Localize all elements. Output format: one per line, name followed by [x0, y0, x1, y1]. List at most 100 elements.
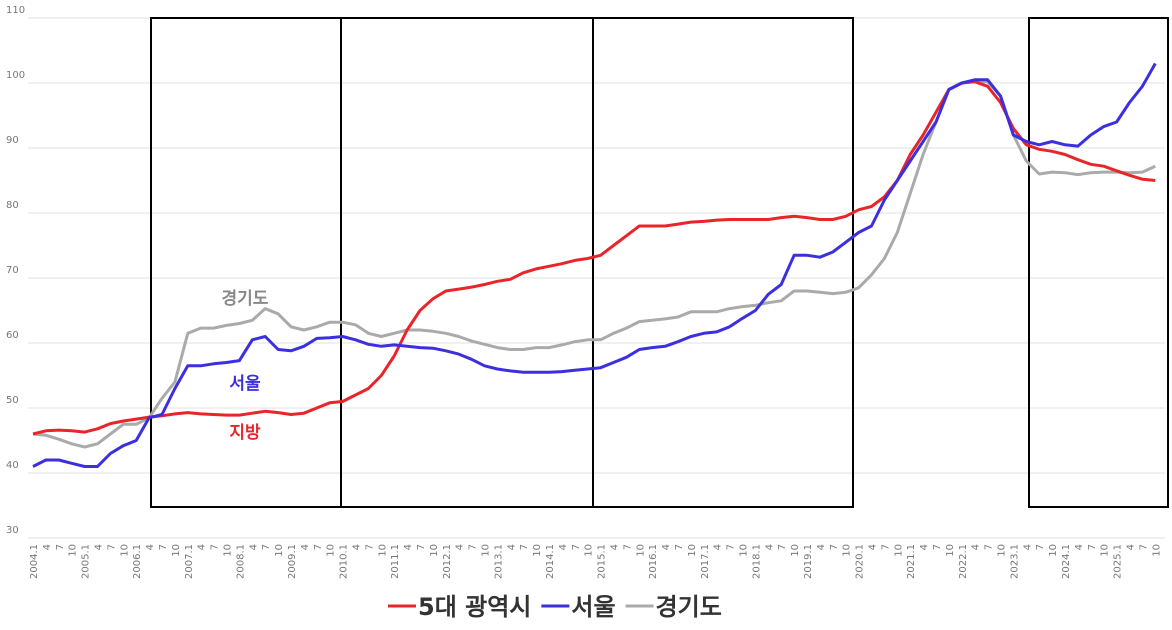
x-tick-label: 7 — [55, 544, 66, 550]
x-tick-label: 2025.1 — [1113, 544, 1124, 579]
x-tick-label: 10 — [119, 544, 130, 557]
x-tick-label: 10 — [274, 544, 285, 557]
highlight-boxes — [150, 17, 1169, 508]
x-tick-label: 10 — [532, 544, 543, 557]
x-tick-label: 2011.1 — [390, 544, 401, 579]
x-tick-label: 10 — [171, 544, 182, 557]
x-tick-label: 4 — [352, 544, 363, 550]
x-tick-label: 10 — [481, 544, 492, 557]
x-tick-label: 4 — [1022, 544, 1033, 550]
annotation: 서울 — [229, 374, 261, 394]
legend-label: 서울 — [571, 593, 615, 621]
x-tick-label: 7 — [106, 544, 117, 550]
x-tick-label: 4 — [971, 544, 982, 550]
x-tick-label: 4 — [94, 544, 105, 550]
x-tick-label: 10 — [945, 544, 956, 557]
x-tick-label: 2024.1 — [1061, 544, 1072, 579]
x-tick-label: 2012.1 — [442, 544, 453, 579]
x-tick-label: 4 — [713, 544, 724, 550]
x-tick-label: 4 — [455, 544, 466, 550]
legend-label: 경기도 — [656, 593, 722, 621]
x-tick-label: 7 — [1087, 544, 1098, 550]
x-tick-label: 7 — [210, 544, 221, 550]
x-tick-label: 4 — [197, 544, 208, 550]
x-tick-label: 2008.1 — [235, 544, 246, 579]
x-tick-label: 4 — [764, 544, 775, 550]
x-tick-label: 7 — [364, 544, 375, 550]
x-tick-label: 7 — [1138, 544, 1149, 550]
x-tick-label: 2016.1 — [648, 544, 659, 579]
x-tick-label: 4 — [661, 544, 672, 550]
line-series — [32, 79, 1156, 449]
x-tick-label: 10 — [790, 544, 801, 557]
x-tick-label: 2019.1 — [803, 544, 814, 579]
y-tick-label: 110 — [6, 5, 25, 16]
x-tick-label: 10 — [1100, 544, 1111, 557]
x-tick-label: 10 — [68, 544, 79, 557]
x-tick-label: 2022.1 — [958, 544, 969, 579]
x-tick-label: 10 — [377, 544, 388, 557]
x-tick-label: 4 — [145, 544, 156, 550]
y-tick-label: 40 — [6, 460, 19, 471]
highlight-box — [1028, 17, 1169, 508]
y-tick-label: 60 — [6, 330, 19, 341]
x-tick-label: 2010.1 — [339, 544, 350, 579]
x-tick-label: 2014.1 — [545, 544, 556, 579]
y-tick-label: 30 — [6, 525, 19, 536]
x-tick-label: 2023.1 — [1009, 544, 1020, 579]
x-tick-label: 4 — [610, 544, 621, 550]
x-tick-label: 7 — [158, 544, 169, 550]
x-tick-label: 4 — [506, 544, 517, 550]
highlight-box — [592, 17, 854, 508]
x-tick-label: 7 — [1035, 544, 1046, 550]
x-tick-label: 7 — [622, 544, 633, 550]
y-tick-label: 90 — [6, 135, 19, 146]
x-tick-label: 10 — [1048, 544, 1059, 557]
x-tick-label: 7 — [829, 544, 840, 550]
annotation: 지방 — [229, 423, 261, 443]
x-tick-label: 10 — [223, 544, 234, 557]
legend: 5대 광역시 서울 경기도 — [388, 593, 722, 621]
legend-label: 5대 광역시 — [418, 593, 531, 621]
y-tick-label: 80 — [6, 200, 19, 211]
x-tick-label: 2015.1 — [597, 544, 608, 579]
x-tick-label: 2018.1 — [751, 544, 762, 579]
line-series — [32, 62, 1157, 468]
x-tick-label: 4 — [248, 544, 259, 550]
x-tick-label: 4 — [1126, 544, 1137, 550]
x-tick-label: 10 — [584, 544, 595, 557]
x-tick-label: 7 — [674, 544, 685, 550]
x-tick-label: 10 — [842, 544, 853, 557]
x-tick-label: 4 — [300, 544, 311, 550]
x-tick-label: 2017.1 — [700, 544, 711, 579]
x-tick-label: 7 — [519, 544, 530, 550]
x-tick-label: 7 — [313, 544, 324, 550]
x-tick-label: 2004.1 — [29, 544, 40, 579]
x-tick-label: 7 — [468, 544, 479, 550]
x-tick-label: 4 — [558, 544, 569, 550]
highlight-box — [340, 17, 594, 508]
x-tick-label: 10 — [635, 544, 646, 557]
x-tick-label: 4 — [816, 544, 827, 550]
x-tick-label: 7 — [726, 544, 737, 550]
x-tick-label: 7 — [984, 544, 995, 550]
x-tick-label: 2021.1 — [906, 544, 917, 579]
y-tick-label: 70 — [6, 265, 19, 276]
x-tick-label: 2006.1 — [132, 544, 143, 579]
x-tick-label: 7 — [261, 544, 272, 550]
x-tick-label: 2020.1 — [855, 544, 866, 579]
x-tick-label: 2009.1 — [287, 544, 298, 579]
x-tick-label: 7 — [932, 544, 943, 550]
x-tick-label: 10 — [893, 544, 904, 557]
x-tick-label: 10 — [1151, 544, 1162, 557]
y-tick-label: 100 — [6, 70, 25, 81]
x-tick-label: 7 — [777, 544, 788, 550]
x-tick-label: 10 — [997, 544, 1008, 557]
x-tick-label: 2005.1 — [81, 544, 92, 579]
x-tick-label: 2013.1 — [493, 544, 504, 579]
x-tick-label: 4 — [42, 544, 53, 550]
line-series — [32, 80, 1156, 436]
x-tick-label: 10 — [429, 544, 440, 557]
x-tick-label: 10 — [687, 544, 698, 557]
